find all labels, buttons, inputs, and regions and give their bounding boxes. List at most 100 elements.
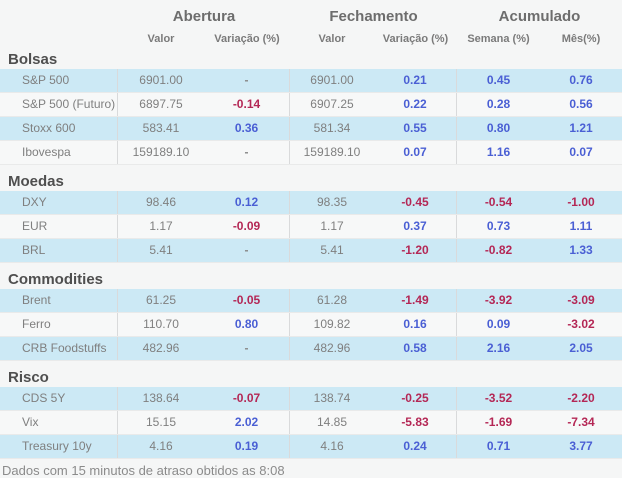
cell-fechamento-valor: 14.85 [316,415,348,429]
cell-label: Vix [0,411,118,434]
cell-abertura-var: 0.12 [204,191,290,214]
cell-fechamento-valor: 482.96 [313,341,351,355]
cell-semana: -3.92 [484,293,513,307]
cell-abertura-var: - [204,69,290,92]
cell-abertura-valor: 482.96 [142,341,180,355]
table-row: S&P 500 (Futuro) 6897.75 -0.14 6907.25 0.22 0… [0,93,622,117]
cell-label: S&P 500 (Futuro) [0,93,118,116]
cell-fechamento-valor: 4.16 [320,439,344,453]
cell-abertura-var: 0.80 [204,313,290,336]
cell-abertura-valor: 159189.10 [132,145,190,159]
cell-semana: 0.28 [486,97,511,111]
cell-fechamento-valor: 109.82 [313,317,351,331]
cell-fechamento-var: -1.20 [374,239,457,262]
cell-mes: 1.11 [569,219,593,233]
cell-semana: 0.45 [486,73,511,87]
cell-mes: 1.21 [569,121,593,135]
cell-mes: 1.33 [569,243,593,257]
cell-semana: 2.16 [486,341,511,355]
cell-semana: -3.52 [484,391,513,405]
cell-fechamento-var: -0.25 [374,387,457,410]
group-header-fechamento: Fechamento [329,8,418,25]
cell-mes: -1.00 [567,195,595,209]
table-row: Stoxx 600 583.41 0.36 581.34 0.55 0.80 1.21 [0,117,622,141]
section-heading-bolsas: Bolsas [8,51,58,68]
table-row: EUR 1.17 -0.09 1.17 0.37 0.73 1.11 [0,215,622,239]
cell-label: EUR [0,215,118,238]
cell-fechamento-valor: 581.34 [313,121,351,135]
cell-label: CRB Foodstuffs [0,337,118,360]
cell-abertura-valor: 583.41 [142,121,180,135]
cell-mes: -2.20 [567,391,595,405]
table-row: Vix 15.15 2.02 14.85 -5.83 -1.69 -7.34 [0,411,622,435]
group-header-abertura: Abertura [172,8,236,25]
cell-abertura-var: 0.19 [204,435,290,458]
cell-semana: 0.73 [486,219,511,233]
table-row: CRB Foodstuffs 482.96 - 482.96 0.58 2.16 2.05 [0,337,622,361]
sub-header-abertura-valor: Valor [147,33,175,45]
cell-label: Treasury 10y [0,435,118,458]
cell-fechamento-valor: 5.41 [320,243,344,257]
cell-abertura-valor: 4.16 [149,439,173,453]
cell-mes: 0.56 [569,97,593,111]
sub-header-mes: Mês(%) [561,33,601,45]
cell-abertura-var: - [204,337,290,360]
cell-mes: 3.77 [569,439,593,453]
table-row: BRL 5.41 - 5.41 -1.20 -0.82 1.33 [0,239,622,263]
cell-fechamento-var: 0.22 [374,93,457,116]
cell-label: Ibovespa [0,141,118,164]
cell-fechamento-var: 0.55 [374,117,457,140]
footer-note: Dados com 15 minutos de atraso obtidos a… [2,463,285,478]
cell-label: DXY [0,191,118,214]
cell-mes: -3.09 [567,293,595,307]
cell-fechamento-valor: 159189.10 [303,145,361,159]
cell-abertura-valor: 15.15 [145,415,177,429]
cell-fechamento-valor: 6901.00 [310,73,354,87]
market-summary-page: Abertura Fechamento Acumulado Valor Vari… [0,8,622,478]
cell-fechamento-var: 0.58 [374,337,457,360]
section-heading-risco: Risco [8,369,49,386]
section-heading-commodities: Commodities [8,271,104,288]
cell-abertura-valor: 98.46 [145,195,177,209]
cell-abertura-var: - [204,239,290,262]
cell-abertura-var: -0.05 [204,289,290,312]
cell-fechamento-var: 0.24 [374,435,457,458]
cell-fechamento-var: -1.49 [374,289,457,312]
table-row: Brent 61.25 -0.05 61.28 -1.49 -3.92 -3.09 [0,289,622,313]
cell-semana: 0.09 [486,317,511,331]
cell-fechamento-var: -5.83 [374,411,457,434]
cell-fechamento-var: 0.21 [374,69,457,92]
cell-abertura-valor: 1.17 [149,219,173,233]
cell-abertura-var: -0.09 [204,215,290,238]
cell-mes: -3.02 [567,317,595,331]
cell-semana: 0.80 [486,121,511,135]
cell-abertura-valor: 110.70 [143,317,179,331]
sub-header-fechamento-valor: Valor [318,33,346,45]
cell-label: CDS 5Y [0,387,118,410]
cell-label: Brent [0,289,118,312]
cell-semana: 0.71 [486,439,511,453]
cell-fechamento-valor: 6907.25 [310,97,354,111]
section-heading-moedas: Moedas [8,173,64,190]
cell-abertura-valor: 5.41 [149,243,173,257]
cell-semana: -0.54 [484,195,513,209]
cell-semana: -1.69 [484,415,513,429]
group-header-acumulado: Acumulado [498,8,581,25]
cell-semana: -0.82 [484,243,513,257]
cell-label: S&P 500 [0,69,118,92]
cell-fechamento-valor: 61.28 [316,293,348,307]
table-row: Treasury 10y 4.16 0.19 4.16 0.24 0.71 3.77 [0,435,622,459]
cell-fechamento-var: 0.37 [374,215,457,238]
cell-mes: -7.34 [567,415,595,429]
cell-abertura-var: - [204,141,290,164]
cell-mes: 0.07 [569,145,593,159]
cell-fechamento-valor: 98.35 [316,195,348,209]
table-sub-header: Valor Variação (%) Valor Variação (%) Se… [0,30,622,48]
cell-abertura-valor: 61.25 [145,293,177,307]
cell-mes: 2.05 [569,341,593,355]
cell-fechamento-var: -0.45 [374,191,457,214]
cell-fechamento-valor: 1.17 [320,219,344,233]
table-row: S&P 500 6901.00 - 6901.00 0.21 0.45 0.76 [0,69,622,93]
cell-label: Stoxx 600 [0,117,118,140]
cell-abertura-var: 2.02 [204,411,290,434]
